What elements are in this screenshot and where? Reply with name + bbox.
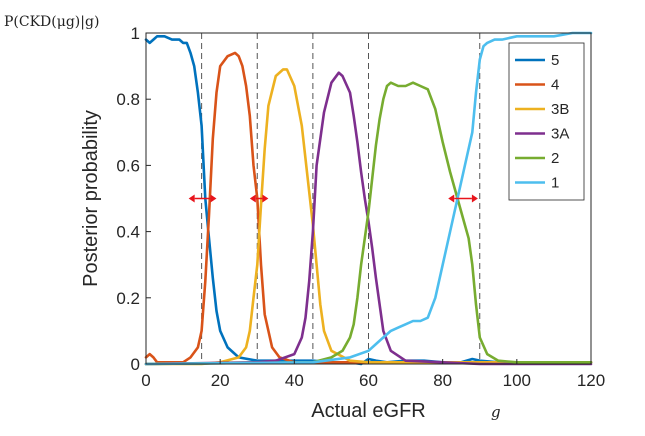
series-line-1 [144, 31, 593, 366]
y-tick-label: 1 [131, 24, 140, 43]
legend-label: 2 [551, 150, 559, 167]
uncertainty-arrow [249, 194, 269, 203]
x-tick-label: 40 [285, 371, 304, 390]
x-symbol-label: g [491, 403, 501, 421]
uncertainty-arrows [188, 194, 478, 203]
corner-formula-label: P(CKD(μg)|g) [4, 14, 99, 30]
y-tick-label: 0.4 [116, 223, 140, 242]
x-tick-label: 0 [141, 371, 150, 390]
legend-label: 1 [551, 175, 559, 192]
y-tick-label: 0.8 [116, 90, 140, 109]
y-tick-label: 0.2 [116, 289, 140, 308]
uncertainty-arrow [448, 194, 478, 203]
x-tick-label: 80 [433, 371, 452, 390]
x-tick-label: 60 [359, 371, 378, 390]
series-line-2 [144, 81, 593, 366]
series-line-3a [144, 71, 593, 366]
legend-label: 5 [551, 52, 559, 69]
series-line-3b [144, 68, 593, 366]
tick-marks: 0 20 40 60 80 100 120 0 0.2 0.4 0.6 0.8 1 [116, 24, 605, 390]
legend-box [508, 42, 585, 201]
x-tick-label: 20 [211, 371, 230, 390]
uncertainty-arrow [188, 194, 217, 203]
x-tick-label: 120 [577, 371, 605, 390]
series-lines [144, 31, 593, 366]
legend-label: 3A [551, 126, 569, 143]
x-axis-title: Actual eGFR [311, 400, 425, 422]
y-tick-label: 0.6 [116, 156, 140, 175]
y-axis-title: Posterior probability [80, 110, 102, 287]
legend: 5 4 3B 3A 2 1 [508, 42, 585, 201]
y-tick-label: 0 [131, 355, 140, 374]
legend-label: 4 [551, 77, 559, 94]
legend-label: 3B [551, 101, 569, 118]
x-tick-label: 100 [503, 371, 531, 390]
